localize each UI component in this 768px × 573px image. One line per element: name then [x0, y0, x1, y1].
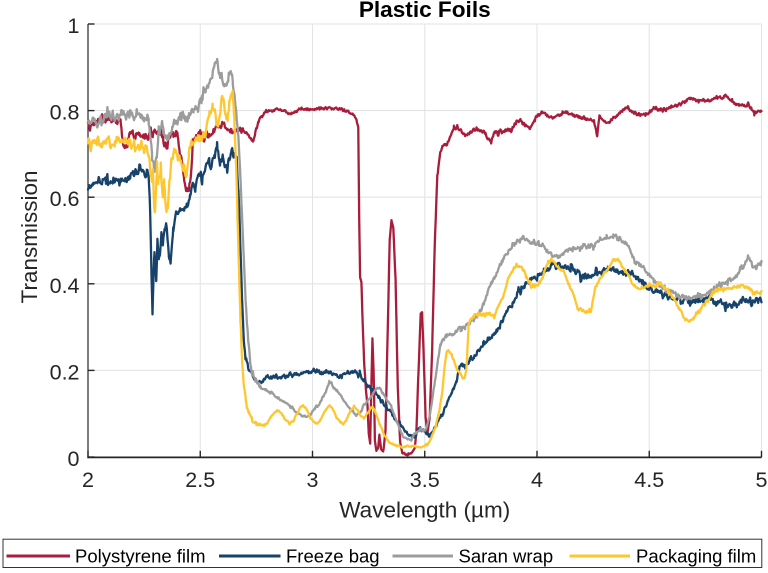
- svg-text:0.2: 0.2: [50, 360, 80, 384]
- svg-text:Polystyrene film: Polystyrene film: [75, 546, 206, 567]
- svg-text:1: 1: [68, 14, 80, 38]
- svg-text:2: 2: [82, 468, 94, 492]
- svg-text:0.6: 0.6: [50, 187, 80, 211]
- svg-text:3: 3: [307, 468, 319, 492]
- svg-text:4.5: 4.5: [634, 468, 664, 492]
- svg-text:5: 5: [756, 468, 768, 492]
- svg-text:Freeze bag: Freeze bag: [286, 546, 380, 567]
- svg-text:4: 4: [531, 468, 543, 492]
- svg-text:0.4: 0.4: [50, 274, 80, 298]
- svg-text:3.5: 3.5: [410, 468, 440, 492]
- svg-text:Saran wrap: Saran wrap: [459, 546, 554, 567]
- svg-text:Wavelength (µm): Wavelength (µm): [339, 497, 510, 522]
- svg-text:Packaging film: Packaging film: [636, 546, 756, 567]
- svg-text:0: 0: [68, 447, 80, 471]
- svg-text:2.5: 2.5: [185, 468, 215, 492]
- svg-text:Plastic Foils: Plastic Foils: [359, 0, 491, 22]
- svg-text:Transmission: Transmission: [17, 171, 42, 304]
- svg-text:0.8: 0.8: [50, 101, 80, 125]
